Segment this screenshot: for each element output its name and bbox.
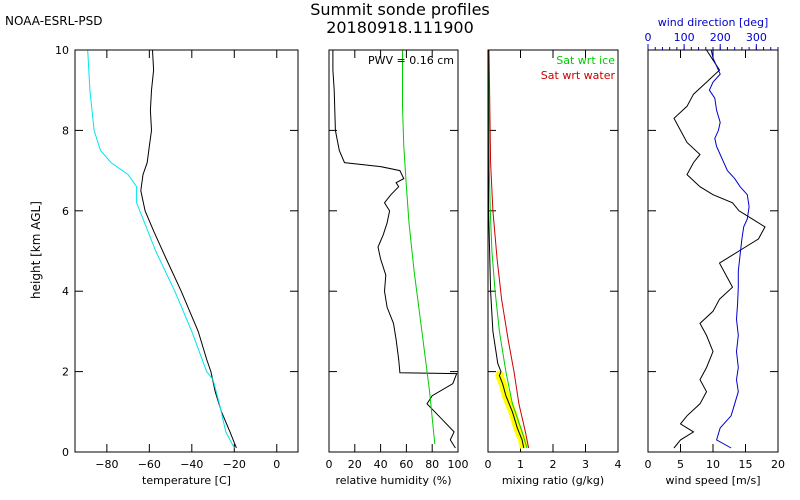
x-tick-label: 3	[582, 458, 589, 471]
x2-tick-label: 200	[710, 31, 731, 44]
series-line-rh	[332, 50, 458, 449]
x-tick-label: −60	[138, 458, 161, 471]
panel-relative-humidity: 0 20 40 60 80 100 relative humidity (%) PWV = 0…	[326, 49, 469, 487]
x-tick-label: 40	[374, 458, 388, 471]
series-line-temperature	[140, 50, 237, 449]
x-axis-label: mixing ratio (g/kg)	[502, 474, 604, 487]
x-tick-label: 0	[326, 458, 333, 471]
x-axis-label: relative humidity (%)	[335, 474, 451, 487]
panel-frame	[74, 49, 299, 453]
panel-frame	[328, 49, 459, 453]
legend-entry: Sat wrt water	[541, 69, 616, 82]
x-tick-label: 10	[706, 458, 720, 471]
series-line-sat_water	[488, 50, 530, 449]
y-tick-label: 6	[62, 205, 69, 218]
y-tick-label: 4	[62, 285, 69, 298]
org-label: NOAA-ESRL-PSD	[5, 14, 102, 28]
y-axis-label: height [km AGL]	[29, 201, 43, 299]
y-tick-label: 8	[62, 124, 69, 137]
panel-temperature: −80 −60 −40 −20 0 0 2 4 6 8 10 temperature [C]	[55, 44, 299, 487]
x-tick-label: 5	[677, 458, 684, 471]
y-tick-label: 0	[62, 446, 69, 459]
series-line-wind_speed	[673, 50, 766, 449]
x-tick-label: 0	[273, 458, 280, 471]
x2-tick-label: 0	[645, 31, 652, 44]
panel-mixing-ratio: 0 1 2 3 4 mixing ratio (g/kg) Sat wrt ice Sat w…	[485, 49, 622, 487]
panel-wind: 0 5 10 15 20 wind speed [m/s] 0 100 200 300 wind d…	[645, 16, 786, 487]
x-tick-label: 15	[739, 458, 753, 471]
x2-tick-label: 100	[674, 31, 695, 44]
series-line-mixing_ratio	[488, 50, 525, 449]
series-line-wind_direction	[708, 50, 750, 449]
panel-frame	[647, 49, 779, 453]
x-tick-label: −40	[180, 458, 203, 471]
x-tick-label: 20	[771, 458, 785, 471]
x-axis-label: wind speed [m/s]	[666, 474, 761, 487]
x-axis-label: temperature [C]	[142, 474, 231, 487]
x-tick-label: 60	[399, 458, 413, 471]
figure-title-line2: 20180918.111900	[326, 18, 474, 37]
figure-title-line1: Summit sonde profiles	[310, 0, 490, 19]
x-tick-label: 4	[615, 458, 622, 471]
x2-axis-label: wind direction [deg]	[658, 16, 769, 29]
pwv-annotation: PWV = 0.16 cm	[368, 54, 454, 67]
x-tick-label: 100	[448, 458, 469, 471]
x-tick-label: 1	[517, 458, 524, 471]
x-tick-label: −20	[223, 458, 246, 471]
x2-tick-label: 300	[746, 31, 767, 44]
x-tick-label: −80	[95, 458, 118, 471]
y-tick-label: 2	[62, 366, 69, 379]
series-line-dewpoint	[87, 50, 235, 449]
series-line-sat_ice	[488, 50, 528, 449]
series-line-rh_ice_ref	[402, 50, 436, 445]
x-tick-label: 0	[485, 458, 492, 471]
x-tick-label: 0	[645, 458, 652, 471]
legend-entry: Sat wrt ice	[556, 54, 615, 67]
panel-frame	[487, 49, 619, 453]
y-tick-label: 10	[55, 44, 69, 57]
x-tick-label: 20	[348, 458, 362, 471]
x-tick-label: 80	[425, 458, 439, 471]
x-tick-label: 2	[550, 458, 557, 471]
